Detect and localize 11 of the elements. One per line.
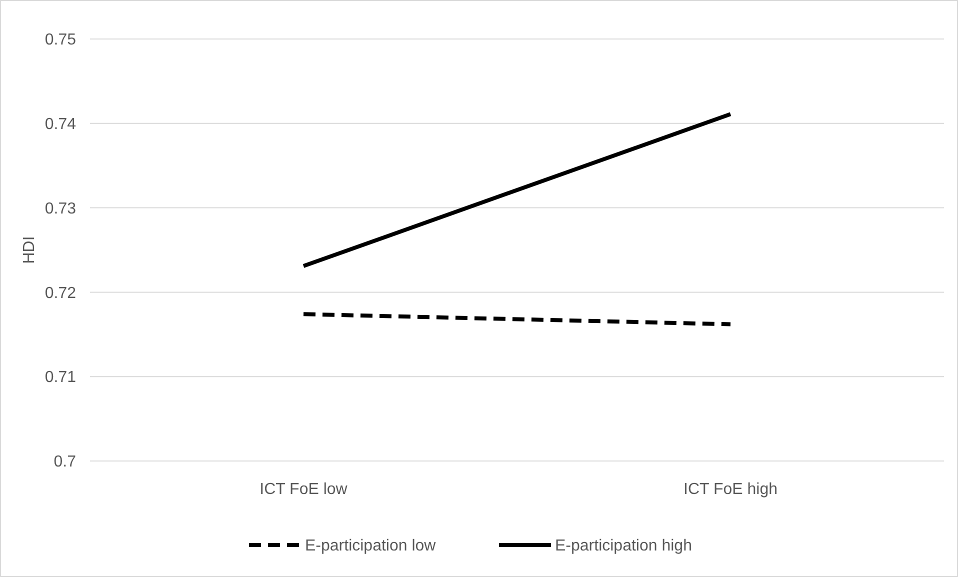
x-tick-label: ICT FoE low	[260, 481, 348, 498]
legend-label: E-participation low	[305, 538, 436, 555]
y-tick-label: 0.71	[44, 369, 76, 386]
y-tick-label: 0.75	[44, 32, 76, 49]
y-tick-label: 0.74	[44, 116, 76, 133]
y-tick-label: 0.72	[44, 284, 76, 302]
y-axis-title: HDI	[21, 236, 38, 264]
x-tick-label: ICT FoE high	[684, 481, 778, 498]
y-tick-label: 0.7	[54, 454, 76, 471]
y-tick-label: 0.73	[44, 200, 76, 218]
legend-label: E-participation high	[555, 538, 692, 555]
